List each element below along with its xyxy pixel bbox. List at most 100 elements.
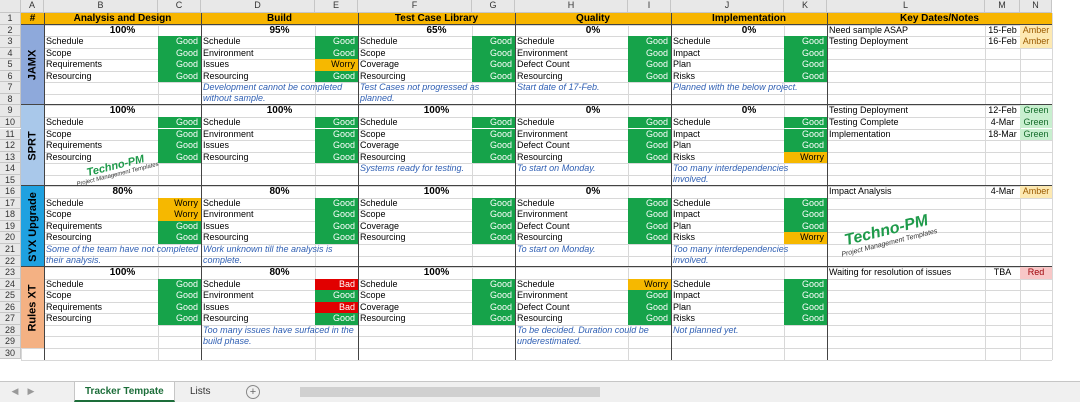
status-good[interactable]: Good [628,36,671,48]
row-header[interactable]: 15 [0,174,21,187]
status-good[interactable]: Good [784,128,827,141]
column-header-c[interactable]: C [158,0,201,13]
column-header-h[interactable]: H [515,0,628,13]
rag-status[interactable]: Amber [1020,24,1052,37]
status-good[interactable]: Good [472,220,515,233]
row-header[interactable]: 20 [0,232,21,244]
status-bad[interactable]: Bad [315,301,358,314]
status-good[interactable]: Good [158,128,201,141]
status-good[interactable]: Good [472,36,515,48]
column-header-n[interactable]: N [1020,0,1052,13]
status-good[interactable]: Good [472,301,515,314]
status-good[interactable]: Good [158,313,201,325]
row-header[interactable]: 22 [0,255,21,268]
row-header[interactable]: 28 [0,324,21,337]
status-good[interactable]: Good [784,313,827,325]
spreadsheet-grid[interactable]: A B C D E F G H I J K L M N 1 2 3 4 5 6 7 8 9 10 11 12 13 14 15 16 17 1… [0,0,1080,381]
scroll-tabs-right-icon[interactable]: ▶ [27,386,35,396]
status-good[interactable]: Good [628,301,671,314]
status-good[interactable]: Good [472,140,515,152]
sheet-tab-tracker[interactable]: Tracker Tempate [74,382,175,402]
scroll-tabs-left-icon[interactable]: ◀ [11,386,19,396]
row-header[interactable]: 12 [0,140,21,152]
status-good[interactable]: Good [158,290,201,302]
status-bad[interactable]: Bad [315,278,358,291]
row-header[interactable]: 7 [0,82,21,94]
row-header[interactable]: 25 [0,290,21,302]
status-good[interactable]: Good [158,151,201,164]
status-good[interactable]: Good [158,116,201,129]
row-header[interactable]: 24 [0,278,21,291]
status-good[interactable]: Good [628,128,671,141]
status-good[interactable]: Good [628,313,671,325]
status-good[interactable]: Good [784,59,827,71]
rag-status[interactable]: Green [1020,105,1052,117]
status-good[interactable]: Good [315,232,358,244]
status-good[interactable]: Good [315,151,358,164]
row-header[interactable]: 21 [0,244,21,256]
status-good[interactable]: Good [784,220,827,233]
row-header[interactable]: 10 [0,116,21,129]
status-good[interactable]: Good [315,290,358,302]
row-header[interactable]: 17 [0,197,21,210]
status-good[interactable]: Good [628,151,671,164]
status-good[interactable]: Good [628,140,671,152]
status-good[interactable]: Good [315,220,358,233]
status-good[interactable]: Good [472,151,515,164]
column-header-d[interactable]: D [201,0,315,13]
row-header[interactable]: 3 [0,36,21,48]
status-good[interactable]: Good [784,290,827,302]
row-header[interactable]: 23 [0,267,21,279]
sheet-tab-lists[interactable]: Lists [190,386,211,397]
row-header[interactable]: 11 [0,128,21,141]
row-header[interactable]: 30 [0,347,21,360]
status-good[interactable]: Good [158,70,201,83]
add-sheet-icon[interactable]: + [246,385,260,399]
status-worry[interactable]: Worry [315,59,358,71]
row-header[interactable]: 2 [0,24,21,37]
rag-status[interactable]: Green [1020,116,1052,129]
column-header-g[interactable]: G [472,0,515,13]
status-good[interactable]: Good [628,70,671,83]
status-good[interactable]: Good [315,47,358,60]
status-good[interactable]: Good [784,278,827,291]
row-header[interactable]: 5 [0,59,21,71]
status-good[interactable]: Good [315,140,358,152]
status-good[interactable]: Good [784,301,827,314]
rag-status[interactable]: Red [1020,267,1052,279]
status-good[interactable]: Good [628,59,671,71]
status-good[interactable]: Good [472,47,515,60]
select-all-corner[interactable] [0,0,21,13]
status-good[interactable]: Good [472,278,515,291]
horizontal-scrollbar[interactable] [270,386,1070,398]
status-good[interactable]: Good [158,232,201,244]
status-good[interactable]: Good [628,116,671,129]
status-good[interactable]: Good [158,220,201,233]
status-good[interactable]: Good [628,197,671,210]
column-header-m[interactable]: M [985,0,1020,13]
column-header-b[interactable]: B [44,0,158,13]
row-header[interactable]: 14 [0,163,21,175]
row-header[interactable]: 9 [0,105,21,117]
status-good[interactable]: Good [472,70,515,83]
status-good[interactable]: Good [628,47,671,60]
status-good[interactable]: Good [472,128,515,141]
status-good[interactable]: Good [315,116,358,129]
column-header-f[interactable]: F [358,0,472,13]
status-worry[interactable]: Worry [784,232,827,244]
row-header[interactable]: 6 [0,70,21,83]
rag-status[interactable]: Green [1020,128,1052,141]
status-good[interactable]: Good [472,232,515,244]
status-good[interactable]: Good [784,116,827,129]
status-good[interactable]: Good [784,36,827,48]
status-good[interactable]: Good [784,47,827,60]
status-good[interactable]: Good [628,220,671,233]
status-good[interactable]: Good [315,36,358,48]
status-good[interactable]: Good [315,313,358,325]
status-good[interactable]: Good [628,232,671,244]
rag-status[interactable]: Amber [1020,36,1052,48]
status-good[interactable]: Good [784,140,827,152]
row-header[interactable]: 1 [0,13,21,25]
row-header[interactable]: 29 [0,336,21,348]
row-header[interactable]: 19 [0,220,21,233]
